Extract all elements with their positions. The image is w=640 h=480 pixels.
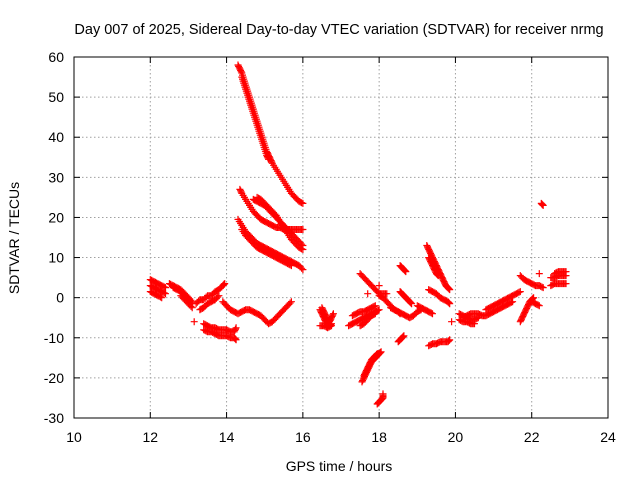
data-point (370, 310, 378, 318)
data-point (539, 201, 546, 209)
data-point (329, 311, 337, 319)
y-tick-label: 60 (48, 49, 64, 65)
data-point (299, 226, 307, 233)
y-tick-label: 50 (48, 89, 64, 105)
data-point (509, 298, 517, 306)
y-tick-label: -10 (44, 330, 64, 346)
x-tick-label: 12 (142, 429, 158, 445)
data-point (539, 284, 547, 292)
y-tick-label: 20 (48, 209, 64, 225)
data-point (515, 288, 523, 296)
data-point (400, 332, 408, 340)
data-point (434, 271, 442, 279)
data-point (562, 272, 570, 280)
data-point (408, 300, 416, 308)
data-point (407, 299, 415, 307)
data-point (370, 302, 378, 310)
data-point (402, 268, 410, 276)
data-point (231, 334, 239, 342)
data-point (188, 304, 196, 312)
data-point (286, 261, 294, 269)
x-tick-label: 20 (448, 429, 464, 445)
axis-ticks: 10 12 14 16 18 20 22 24 -30 -20 -10 0 10 20 30 40 50 60 (44, 49, 616, 445)
data-point (328, 322, 335, 330)
data-point (379, 390, 387, 398)
data-point (287, 262, 295, 270)
data-point (375, 282, 383, 290)
data-point (162, 290, 169, 298)
data-point (190, 318, 198, 326)
chart-title: Day 007 of 2025, Sidereal Day-to-day VTE… (74, 22, 603, 38)
data-point (446, 336, 454, 344)
data-point (427, 309, 435, 317)
data-point (396, 310, 404, 318)
data-point (444, 298, 452, 306)
y-tick-label: 10 (48, 250, 64, 266)
data-points (146, 61, 570, 408)
x-tick-label: 14 (219, 429, 235, 445)
data-point (383, 290, 391, 298)
data-point (162, 284, 169, 292)
data-point (375, 306, 383, 314)
data-point (434, 272, 442, 280)
x-tick-label: 24 (600, 429, 616, 445)
data-point (286, 299, 294, 307)
data-point (158, 294, 166, 302)
y-tick-label: 0 (56, 290, 64, 306)
y-tick-label: -30 (44, 410, 64, 426)
data-point (298, 199, 306, 207)
data-point (220, 280, 228, 288)
data-point (539, 201, 547, 209)
data-point (160, 289, 168, 297)
data-point (375, 350, 383, 358)
data-point (448, 318, 456, 326)
data-point (299, 266, 307, 274)
x-tick-label: 10 (66, 429, 82, 445)
data-point (329, 310, 337, 318)
data-point (534, 301, 542, 309)
data-point (444, 284, 452, 292)
data-point (371, 310, 379, 318)
data-point (214, 293, 222, 301)
data-point (298, 264, 306, 272)
x-tick-label: 22 (524, 429, 540, 445)
plot-frame (73, 56, 609, 419)
y-tick-label: -20 (44, 370, 64, 386)
data-point (562, 280, 570, 288)
data-point (446, 300, 454, 308)
data-point (215, 292, 223, 300)
x-tick-label: 16 (295, 429, 311, 445)
data-point (326, 322, 334, 330)
data-point (187, 302, 195, 310)
data-point (535, 270, 543, 278)
x-axis-label: GPS time / hours (286, 458, 393, 474)
data-point (221, 280, 229, 288)
y-tick-label: 40 (48, 129, 64, 145)
data-point (232, 324, 240, 332)
data-point (299, 199, 307, 207)
data-point (535, 302, 543, 310)
data-point (157, 293, 164, 301)
data-point (446, 286, 454, 294)
y-tick-label: 30 (48, 169, 64, 185)
gridlines (74, 57, 608, 418)
y-axis-label: SDTVAR / TECUs (6, 182, 22, 294)
data-point (364, 290, 372, 298)
data-point (287, 298, 295, 306)
data-point (516, 288, 524, 296)
data-point (232, 336, 240, 344)
data-point (429, 310, 436, 318)
data-point (299, 246, 307, 253)
x-tick-label: 18 (371, 429, 387, 445)
data-point (265, 155, 272, 163)
data-point (371, 302, 379, 310)
